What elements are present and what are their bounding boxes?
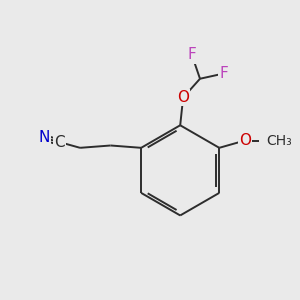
Text: F: F <box>188 47 196 62</box>
Text: O: O <box>177 90 189 105</box>
Text: C: C <box>54 134 64 149</box>
Text: O: O <box>239 133 251 148</box>
Text: F: F <box>220 66 228 81</box>
Text: CH₃: CH₃ <box>267 134 292 148</box>
Text: N: N <box>38 130 50 146</box>
